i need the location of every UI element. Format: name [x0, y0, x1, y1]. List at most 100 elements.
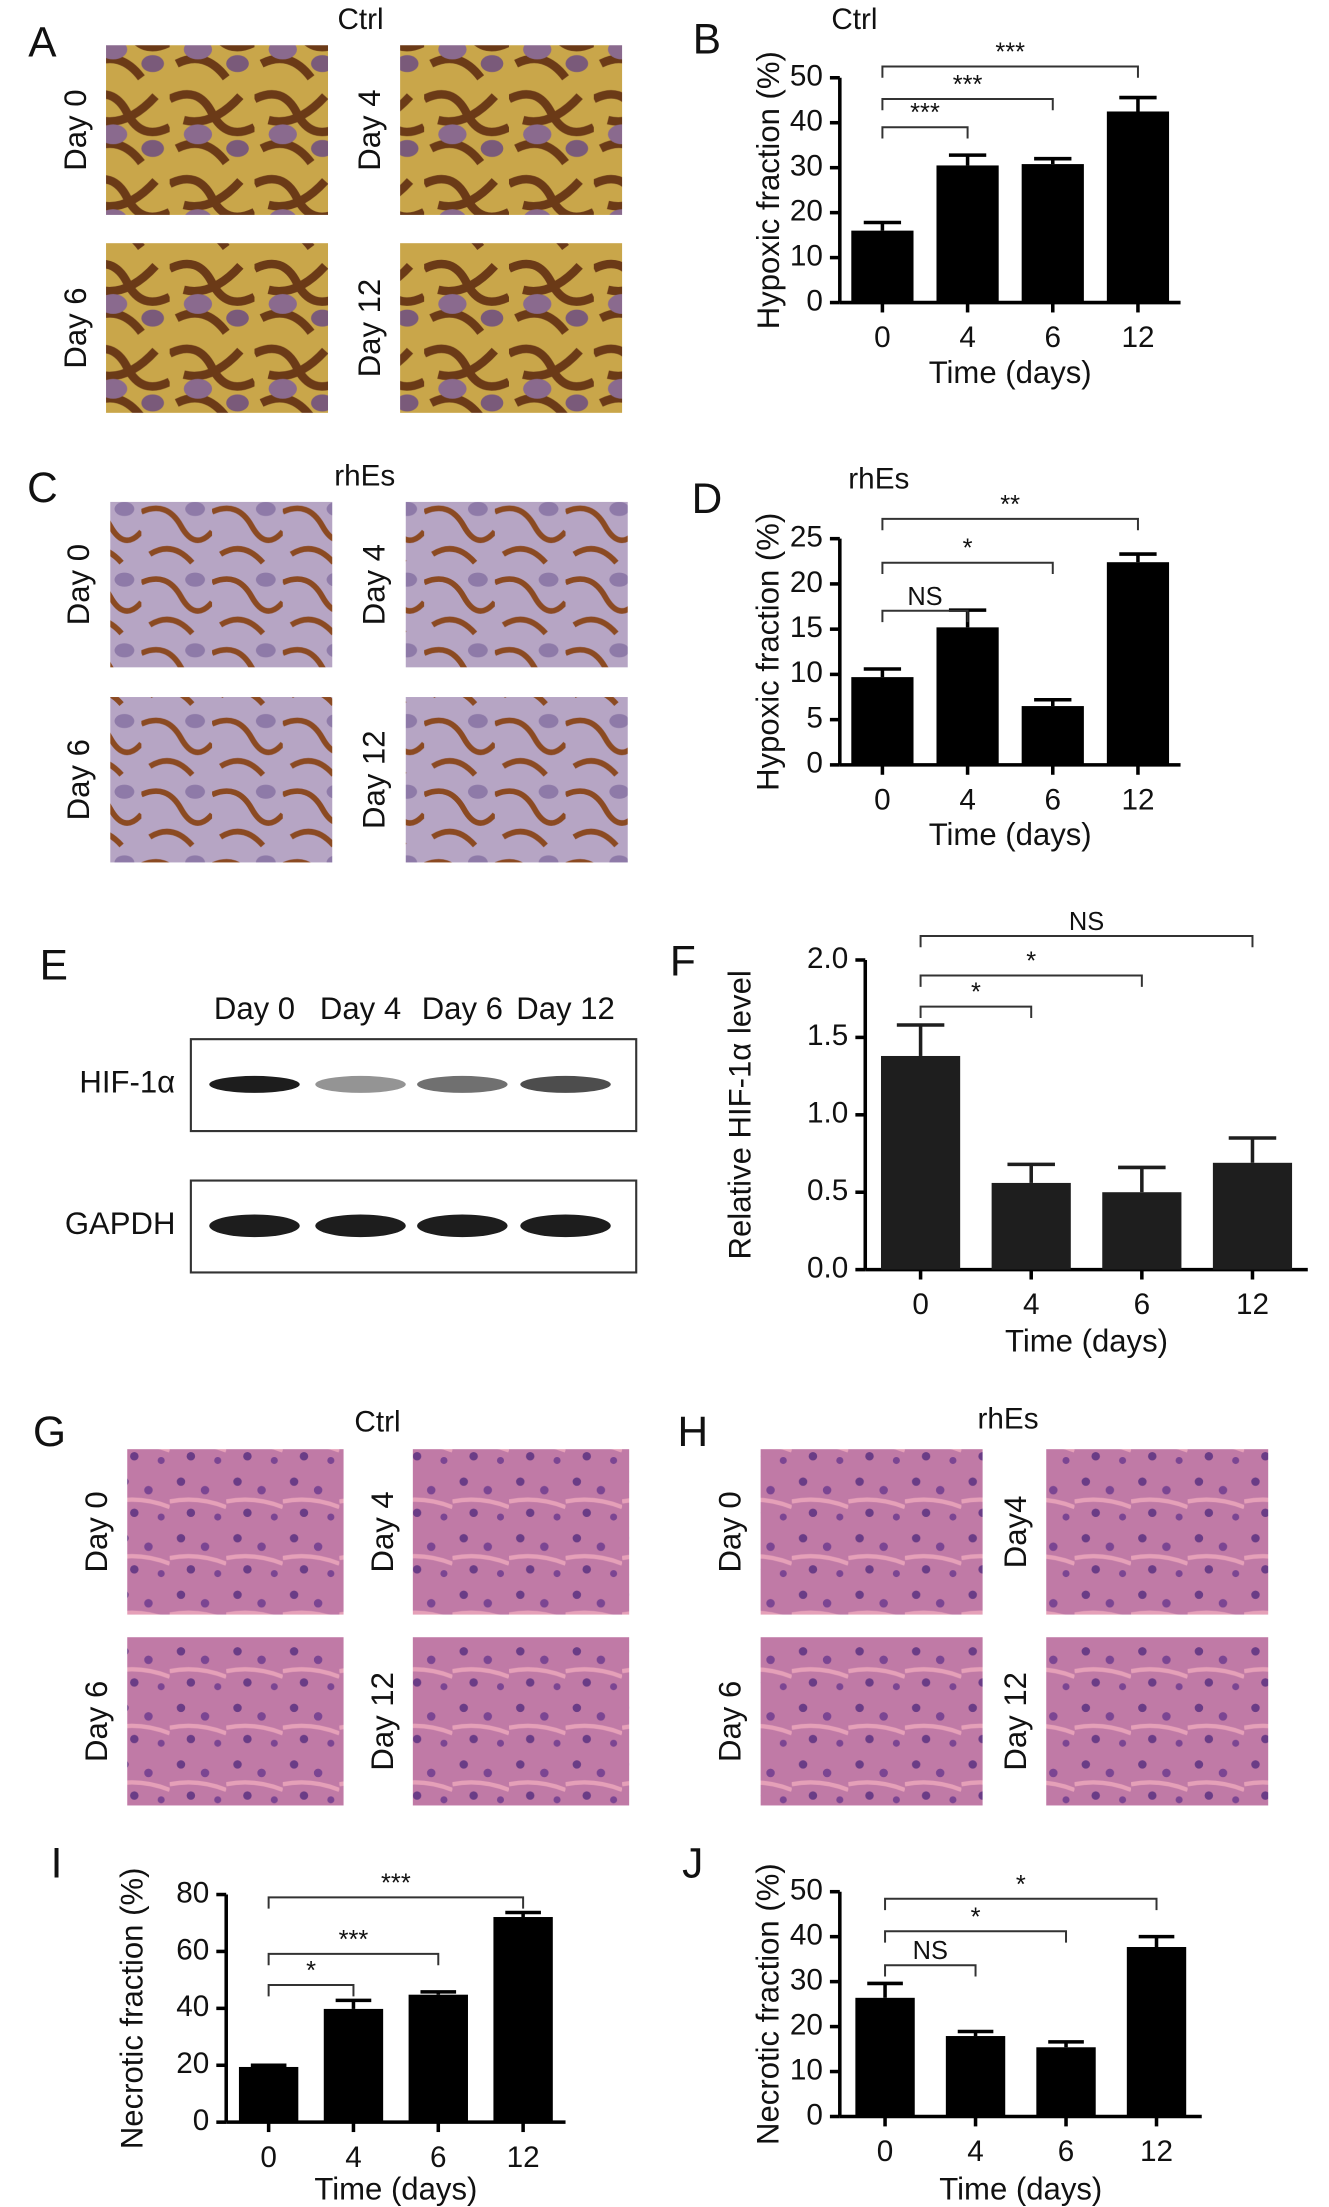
x-tick-label: 0 [260, 2141, 277, 2174]
bar [1102, 1192, 1182, 1270]
panel-letter: E [40, 942, 68, 989]
x-tick-label: 0 [877, 2135, 894, 2168]
micrograph [106, 243, 329, 413]
panel-letter: H [677, 1408, 708, 1455]
blot-band [520, 1075, 611, 1093]
day-label: Day4 [998, 1496, 1033, 1569]
significance-label: NS [913, 1937, 948, 1965]
significance-label: * [1016, 1871, 1026, 1899]
blot-band [315, 1214, 406, 1238]
significance-label: *** [953, 71, 983, 99]
x-axis-label: Time (days) [1005, 1323, 1168, 1358]
x-axis-label: Time (days) [929, 817, 1092, 852]
significance-label: * [306, 1957, 316, 1985]
significance-bracket [884, 1964, 977, 1977]
bar [936, 627, 999, 765]
panel-title: Ctrl [337, 3, 383, 36]
day-label: Day 4 [356, 544, 391, 625]
y-axis-label: Necrotic fraction (%) [115, 1868, 150, 2150]
significance-label: * [971, 1903, 981, 1931]
day-label: Day 12 [356, 730, 391, 829]
x-tick-label: 0 [874, 783, 891, 816]
significance-label: * [963, 535, 973, 563]
bar [1106, 111, 1170, 303]
panel-title: rhEs [334, 460, 395, 493]
day-label: Day 0 [58, 89, 93, 170]
significance-bracket [267, 1984, 355, 1997]
bar [1106, 562, 1170, 765]
blot-band [209, 1075, 300, 1093]
micrograph [760, 1449, 983, 1615]
lane-label: Day 4 [320, 991, 401, 1026]
significance-label: * [1026, 948, 1036, 976]
significance-bracket [881, 126, 969, 139]
micrograph [127, 1449, 344, 1615]
y-tick-label: 20 [790, 566, 823, 599]
y-tick-label: 5 [806, 701, 823, 734]
y-axis-label: Hypoxic fraction (%) [751, 51, 786, 329]
protein-label: HIF-1α [79, 1065, 175, 1100]
y-axis-label: Necrotic fraction (%) [751, 1863, 786, 2145]
lane-label: Day 12 [516, 991, 615, 1026]
y-tick-label: 0 [806, 2098, 823, 2131]
bar [1036, 2047, 1096, 2117]
day-label: Day 0 [61, 544, 96, 625]
x-tick-label: 4 [959, 321, 976, 354]
significance-bracket [267, 1896, 525, 1909]
y-tick-label: 0.0 [807, 1251, 848, 1284]
y-tick-label: 40 [790, 105, 823, 138]
significance-bracket [881, 561, 1054, 575]
bar [1212, 1162, 1293, 1270]
x-tick-label: 6 [1058, 2135, 1075, 2168]
micrograph [412, 1637, 630, 1806]
micrograph [1046, 1637, 1269, 1806]
bar [936, 165, 999, 303]
blot-band [209, 1214, 300, 1238]
bar [851, 677, 914, 765]
significance-bracket [881, 609, 969, 623]
day-label: Day 4 [365, 1491, 400, 1572]
panel-letter: D [692, 475, 723, 522]
significance-bracket [884, 1897, 1158, 1911]
y-tick-label: 25 [790, 521, 823, 554]
x-axis-label: Time (days) [314, 2172, 477, 2207]
panel-letter: B [693, 16, 721, 63]
y-tick-label: 20 [790, 194, 823, 227]
bar [1126, 1947, 1187, 2117]
chart-title: Ctrl [831, 3, 877, 36]
micrograph [760, 1637, 983, 1806]
x-tick-label: 4 [967, 2135, 984, 2168]
bar [945, 2036, 1006, 2117]
y-tick-label: 10 [790, 656, 823, 689]
bar [1021, 164, 1084, 303]
x-tick-label: 12 [1236, 1288, 1269, 1321]
y-tick-label: 30 [790, 1963, 823, 1996]
significance-bracket [881, 97, 1054, 111]
significance-label: ** [1000, 491, 1020, 519]
y-tick-label: 0 [193, 2104, 210, 2137]
y-tick-label: 50 [790, 1874, 823, 1907]
x-tick-label: 0 [912, 1288, 929, 1321]
y-tick-label: 50 [790, 60, 823, 93]
panel-letter: A [28, 18, 57, 65]
y-axis-label: Hypoxic fraction (%) [751, 513, 786, 791]
panel-title: rhEs [978, 1403, 1039, 1436]
x-tick-label: 12 [1121, 321, 1154, 354]
panel-letter: C [27, 464, 58, 511]
day-label: Day 0 [713, 1491, 748, 1572]
day-label: Day 12 [365, 1672, 400, 1771]
x-axis-label: Time (days) [929, 355, 1092, 390]
significance-bracket [884, 1930, 1068, 1943]
x-tick-label: 12 [507, 2141, 540, 2174]
y-tick-label: 20 [176, 2047, 209, 2080]
significance-label: *** [339, 1926, 369, 1954]
micrograph [400, 243, 623, 413]
significance-bracket [919, 1005, 1033, 1018]
significance-bracket [919, 974, 1143, 987]
significance-bracket [919, 934, 1254, 948]
y-tick-label: 0 [806, 284, 823, 317]
chart-title: rhEs [848, 463, 909, 496]
y-tick-label: 30 [790, 150, 823, 183]
day-label: Day 4 [352, 89, 387, 170]
